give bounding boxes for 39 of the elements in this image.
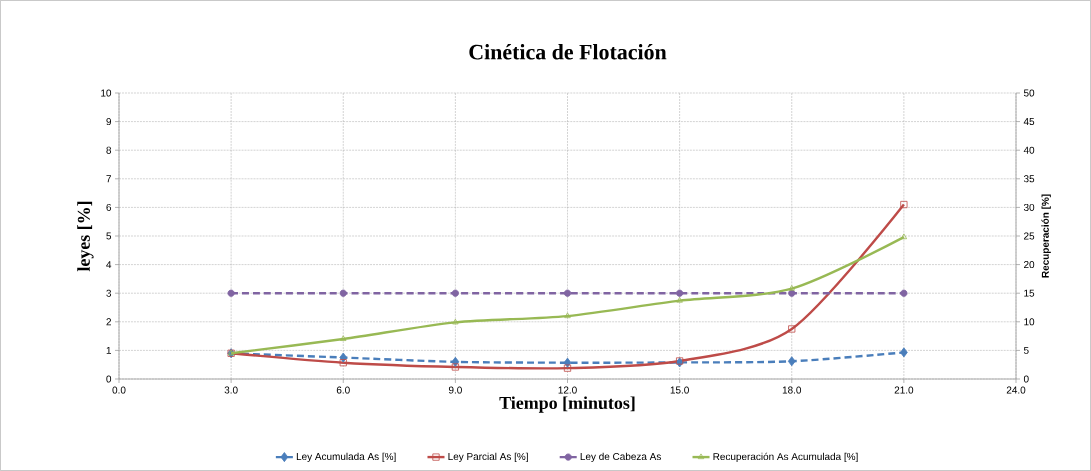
x-tick-label: 3.0 <box>224 386 238 394</box>
y2-tick-label: 20 <box>1024 261 1035 269</box>
y2-tick-label: 50 <box>1023 89 1035 97</box>
y-tick-label: 2 <box>106 318 111 326</box>
y-tick-label: 10 <box>101 89 112 97</box>
legend-label: Ley de Cabeza As <box>580 452 661 462</box>
y-tick-label: 3 <box>106 289 112 297</box>
y2-tick-label: 30 <box>1023 203 1035 211</box>
y-tick-label: 5 <box>106 232 112 240</box>
x-tick-label: 15.0 <box>670 386 689 394</box>
legend-label: Ley Parcial As [%] <box>448 452 528 462</box>
y2-tick-label: 40 <box>1023 146 1035 154</box>
x-tick-label: 21.0 <box>894 386 914 394</box>
y-tick-label: 6 <box>106 203 112 211</box>
x-tick-label: 0.0 <box>112 386 126 394</box>
x-axis-title: Tiempo [minutos] <box>499 396 635 413</box>
x-tick-label: 12.0 <box>558 386 577 394</box>
y2-tick-label: 15 <box>1024 289 1035 297</box>
y-axis-title: leyes [%] <box>77 201 94 272</box>
x-tick-label: 18.0 <box>782 386 802 394</box>
chart-title: Cinética de Flotación <box>469 44 667 60</box>
y-tick-label: 1 <box>106 346 112 354</box>
y-tick-label: 9 <box>106 118 112 126</box>
legend-label: Recuperación As Acumulada [%] <box>713 452 858 463</box>
y-tick-label: 4 <box>106 261 112 269</box>
y2-tick-label: 45 <box>1023 118 1035 126</box>
y2-tick-label: 5 <box>1023 346 1029 354</box>
x-tick-label: 6.0 <box>336 386 350 394</box>
y2-tick-label: 35 <box>1023 175 1035 183</box>
x-tick-label: 24.0 <box>1006 386 1026 394</box>
y2-tick-label: 25 <box>1024 232 1035 240</box>
y-tick-label: 8 <box>106 146 112 154</box>
y2-tick-label: 0 <box>1023 375 1029 383</box>
legend-label: Ley Acumulada As [%] <box>296 452 396 462</box>
y2-axis-title: Recuperación [%] <box>1041 194 1051 278</box>
x-tick-label: 9.0 <box>448 386 462 394</box>
y2-tick-label: 10 <box>1024 318 1035 326</box>
y-tick-label: 0 <box>106 375 112 383</box>
y-tick-label: 7 <box>106 175 111 183</box>
